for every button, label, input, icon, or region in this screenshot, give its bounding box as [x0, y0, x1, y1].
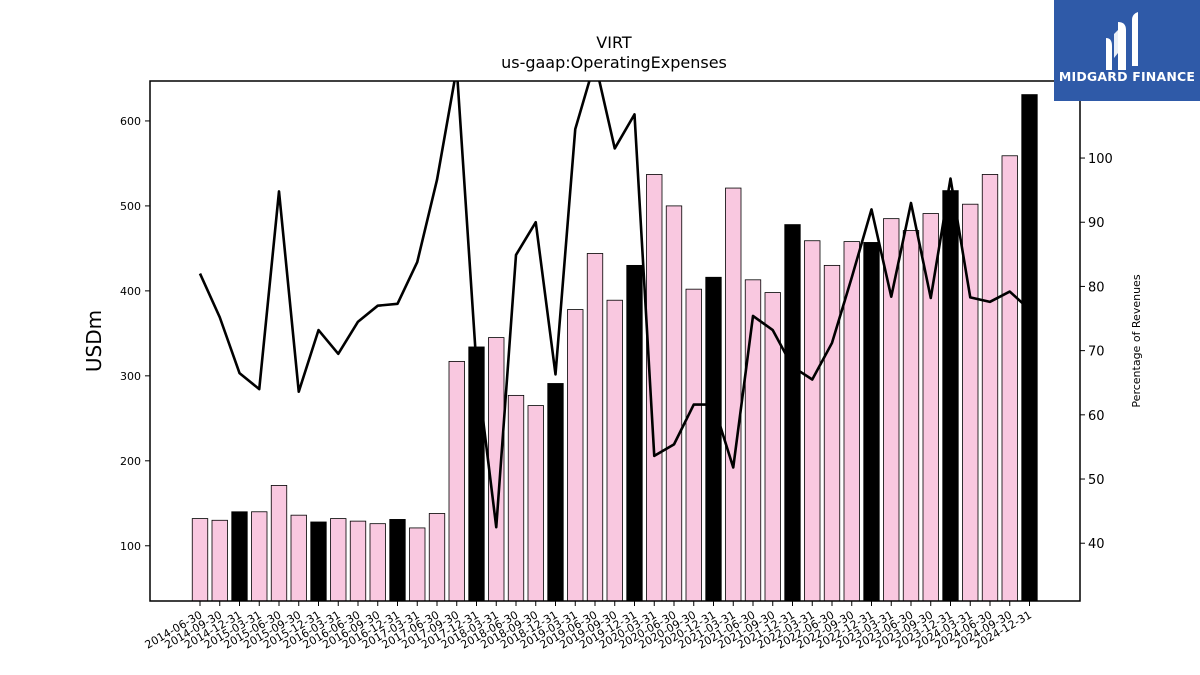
- bar: [626, 264, 643, 602]
- x-axis: 2014-06-302014-09-302014-12-312015-03-31…: [143, 601, 1034, 652]
- brand-name: MIDGARD FINANCE: [1058, 69, 1196, 84]
- bar: [507, 394, 525, 602]
- bar: [646, 174, 663, 602]
- bar: [823, 264, 841, 602]
- y2-tick-label: 90: [1088, 216, 1105, 231]
- y2-axis: 40 50 60 70 80 90 100: [1080, 152, 1113, 552]
- bar: [725, 187, 742, 602]
- bar: [705, 276, 722, 602]
- y-tick-label: 500: [120, 200, 141, 213]
- series-line: [198, 81, 1031, 529]
- bar: [290, 514, 307, 602]
- bar: [586, 253, 604, 602]
- y2-tick-label: 70: [1088, 345, 1105, 360]
- bar: [547, 383, 564, 602]
- bar: [567, 309, 584, 602]
- y-tick-label: 600: [120, 115, 141, 128]
- chart-subtitle: us-gaap:OperatingExpenses: [501, 53, 727, 72]
- bar: [784, 224, 801, 602]
- line-layer: [198, 81, 1031, 529]
- bar: [902, 230, 920, 602]
- y-tick-label: 100: [120, 540, 141, 553]
- y-axis-label: USDm: [82, 310, 106, 372]
- bar: [231, 511, 248, 602]
- y-tick-label: 200: [120, 455, 141, 468]
- y-tick-label: 400: [120, 285, 141, 298]
- bar: [468, 346, 485, 602]
- y2-axis-label: Percentage of Revenues: [1130, 274, 1143, 407]
- y2-tick-label: 40: [1088, 537, 1105, 552]
- bar: [191, 518, 209, 602]
- bar: [389, 519, 406, 602]
- bar: [409, 527, 426, 602]
- bar: [448, 360, 465, 602]
- y2-tick-label: 60: [1088, 409, 1105, 424]
- bar: [1001, 155, 1018, 602]
- bars-layer: [191, 94, 1038, 602]
- bar: [804, 240, 821, 602]
- bar: [251, 511, 268, 602]
- bar: [270, 485, 288, 602]
- bar: [211, 519, 228, 602]
- bar: [369, 523, 386, 602]
- bar: [665, 205, 683, 602]
- bar: [349, 520, 367, 602]
- bar: [330, 518, 347, 602]
- bar: [685, 288, 702, 602]
- bar: [527, 405, 544, 602]
- brand-logo: MIDGARD FINANCE: [1054, 0, 1200, 101]
- y2-tick-label: 80: [1088, 280, 1105, 295]
- y-axis: 100 200 300 400 500 600: [120, 115, 150, 553]
- bar: [428, 513, 446, 602]
- y2-tick-label: 100: [1088, 152, 1113, 167]
- chart-title: VIRT: [596, 33, 632, 52]
- bar: [310, 521, 327, 602]
- y2-tick-label: 50: [1088, 473, 1105, 488]
- y-tick-label: 300: [120, 370, 141, 383]
- bar: [863, 242, 880, 602]
- bar: [942, 190, 959, 602]
- logo-mark-icon: [1106, 12, 1138, 70]
- bar: [981, 174, 999, 602]
- bar: [606, 299, 623, 602]
- bar: [744, 279, 762, 602]
- bar: [1021, 94, 1038, 602]
